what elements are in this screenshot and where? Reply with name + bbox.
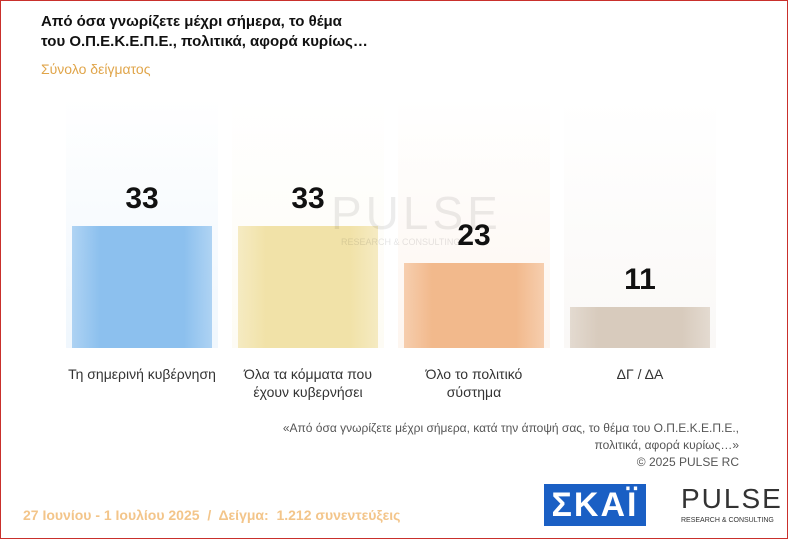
- bar: [238, 225, 378, 348]
- footer: 27 Ιουνίου - 1 Ιουλίου 2025 / Δείγμα: 1.…: [23, 507, 401, 523]
- value-label: 33: [291, 181, 325, 215]
- logo-pulse: PULSE: [681, 483, 783, 514]
- bar: [404, 262, 544, 348]
- category-label: ΔΓ / ΔΑ: [616, 366, 664, 382]
- note-line: πολιτικά, αφορά κυρίως…»: [594, 438, 739, 452]
- logo-tagline: RESEARCH & CONSULTING: [681, 517, 774, 524]
- watermark: RESEARCH & CONSULTING: [341, 237, 461, 247]
- category-label: Όλο το πολιτικό σύστημα: [425, 366, 523, 400]
- logo-skai: ΣΚΑΪ: [544, 484, 646, 526]
- title-line: Από όσα γνωρίζετε μέχρι σήμερα, το θέμα: [41, 13, 342, 30]
- category-label: Όλα τα κόμματα που έχουν κυβερνήσει: [244, 366, 372, 400]
- bar: [570, 307, 710, 348]
- bar: [72, 225, 212, 348]
- value-label: 33: [125, 181, 159, 215]
- note-line: «Από όσα γνωρίζετε μέχρι σήμερα, κατά τη…: [282, 421, 739, 435]
- subtitle: Σύνολο δείγματος: [41, 61, 151, 77]
- category-label: Τη σημερινή κυβέρνηση: [68, 366, 216, 382]
- value-label: 23: [457, 218, 491, 252]
- title-line: του Ο.Π.Ε.Κ.Ε.Π.Ε., πολιτικά, αφορά κυρί…: [41, 33, 368, 50]
- watermark: PULSE: [331, 187, 502, 239]
- bar-background: [564, 98, 716, 348]
- copyright: © 2025 PULSE RC: [636, 455, 739, 469]
- value-label: 11: [624, 263, 656, 297]
